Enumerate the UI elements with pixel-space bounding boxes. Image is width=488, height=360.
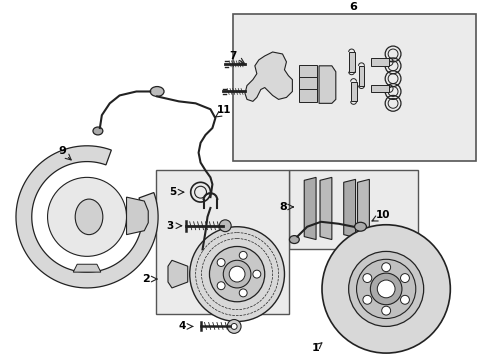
Circle shape [252, 270, 260, 278]
Circle shape [223, 260, 250, 288]
Circle shape [321, 225, 449, 353]
Circle shape [209, 247, 264, 302]
Text: 11: 11 [217, 105, 231, 115]
Circle shape [369, 273, 401, 305]
Polygon shape [343, 179, 355, 238]
Bar [350, 82, 356, 102]
Polygon shape [319, 177, 331, 239]
Circle shape [362, 274, 371, 283]
Circle shape [377, 280, 394, 298]
Circle shape [381, 306, 390, 315]
Text: 9: 9 [58, 146, 66, 156]
Text: 8: 8 [279, 202, 287, 212]
Polygon shape [318, 66, 335, 103]
Polygon shape [16, 146, 158, 288]
Circle shape [400, 274, 408, 283]
Text: 3: 3 [166, 221, 173, 231]
Bar [233, 14, 475, 161]
Polygon shape [304, 177, 315, 239]
Circle shape [189, 227, 284, 321]
Text: 4: 4 [178, 321, 185, 332]
Bar [348, 52, 354, 72]
Text: 7: 7 [229, 51, 236, 61]
Polygon shape [244, 52, 292, 102]
Circle shape [227, 320, 241, 333]
Bar [299, 65, 316, 78]
Bar [299, 77, 316, 90]
Circle shape [239, 251, 246, 259]
Circle shape [219, 220, 231, 232]
Ellipse shape [75, 199, 102, 235]
Bar [156, 170, 289, 314]
Ellipse shape [93, 127, 102, 135]
Text: 10: 10 [375, 210, 389, 220]
Bar [370, 58, 388, 66]
Ellipse shape [354, 222, 366, 231]
Circle shape [239, 289, 246, 297]
Bar [358, 66, 364, 86]
Polygon shape [73, 264, 101, 272]
Polygon shape [168, 260, 187, 288]
Circle shape [231, 324, 237, 329]
Bar [289, 170, 417, 249]
Ellipse shape [150, 86, 163, 96]
Polygon shape [357, 179, 368, 238]
Circle shape [217, 282, 224, 290]
Circle shape [217, 258, 224, 266]
Text: 5: 5 [169, 187, 176, 197]
Bar [299, 89, 316, 102]
Circle shape [229, 266, 244, 282]
Circle shape [348, 251, 423, 327]
Bar [370, 85, 388, 93]
Circle shape [400, 295, 408, 304]
Text: 1: 1 [310, 343, 318, 353]
Circle shape [362, 295, 371, 304]
Text: 2: 2 [142, 274, 150, 284]
Polygon shape [126, 197, 148, 235]
Ellipse shape [289, 235, 299, 243]
Circle shape [356, 259, 415, 319]
Circle shape [381, 263, 390, 272]
Text: 6: 6 [349, 1, 357, 12]
Circle shape [47, 177, 126, 256]
